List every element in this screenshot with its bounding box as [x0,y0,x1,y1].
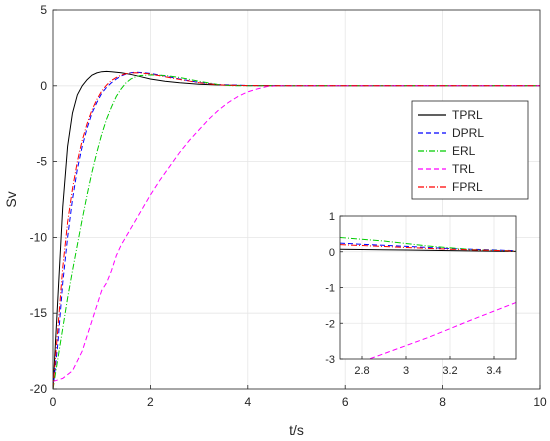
inset-y-tick-label: -2 [325,318,335,330]
x-tick-label: 0 [50,395,57,409]
y-tick-label: -20 [30,382,48,396]
y-tick-label: 0 [40,79,47,93]
legend-label-dprl: DPRL [452,126,484,140]
x-tick-label: 6 [342,395,349,409]
y-tick-label: -10 [30,230,48,244]
inset-y-tick-label: 0 [329,247,335,259]
x-tick-label: 4 [244,395,251,409]
y-tick-label: 5 [40,3,47,17]
y-tick-label: -15 [30,306,48,320]
legend-label-trl: TRL [452,162,475,176]
x-axis-label: t/s [289,422,304,438]
inset-series-line-fprl [340,244,516,252]
series-line-erl [52,74,540,390]
legend-label-erl: ERL [452,144,476,158]
y-tick-label: -5 [36,155,47,169]
inset-series-line-trl [367,302,516,359]
x-tick-label: 2 [147,395,154,409]
x-tick-label: 8 [439,395,446,409]
inset-series-line-tprl [340,248,516,252]
series-line-trl [52,85,540,382]
plot-frame [52,9,541,390]
inset-y-tick-label: -1 [325,283,335,295]
y-axis-label: Sv [3,191,19,207]
inset-series-group [340,236,516,359]
inset-series-line-dprl [340,242,516,252]
x-tick-label: 10 [533,395,547,409]
inset-x-tick-label: 3.4 [486,365,501,377]
series-line-tprl [52,70,540,390]
inset-y-tick-label: 1 [329,211,335,223]
legend-box [411,100,529,200]
legend-label-fprl: FPRL [452,180,483,194]
legend-label-tprl: TPRL [452,108,483,122]
inset-x-tick-label: 3 [403,365,409,377]
inset-x-tick-label: 3.2 [442,365,457,377]
inset-y-tick-label: -3 [325,354,335,366]
inset-x-tick-label: 2.8 [354,365,369,377]
series-line-fprl [52,72,540,390]
